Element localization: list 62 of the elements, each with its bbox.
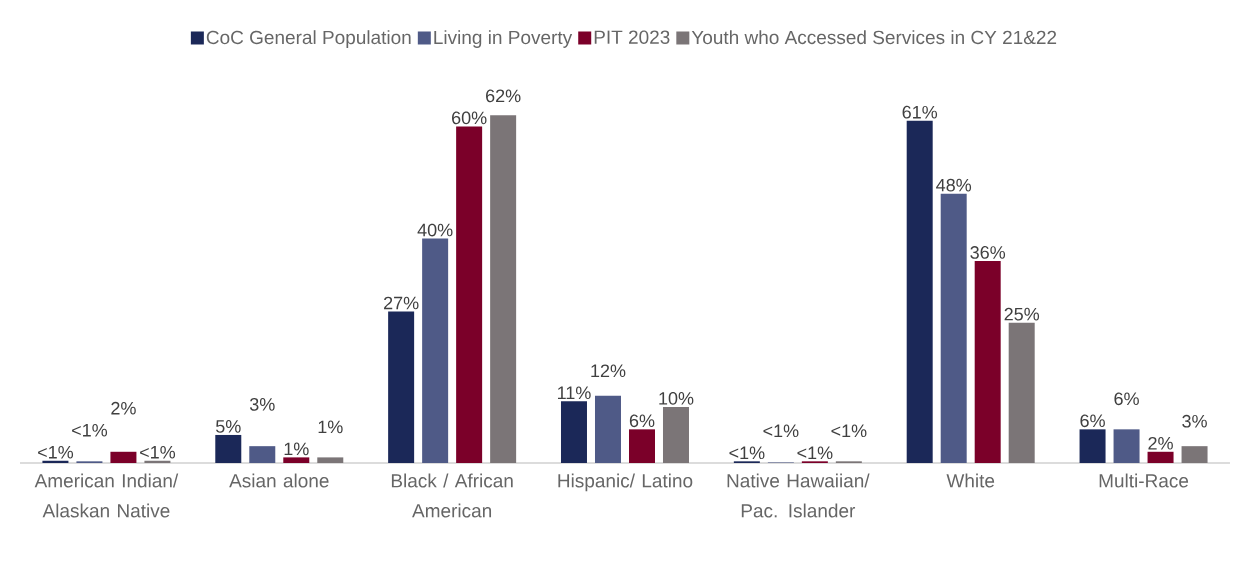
- x-tick-label: Multi-Race: [1099, 473, 1189, 488]
- data-label: 6%: [1080, 414, 1105, 428]
- bar: [1113, 429, 1140, 463]
- bar: [560, 401, 587, 463]
- legend-label: Youth who Accessed Services in CY 21&22: [691, 30, 1057, 45]
- data-label: 1%: [318, 420, 343, 434]
- data-label: 60%: [452, 111, 487, 125]
- data-label: <1%: [763, 424, 799, 438]
- bar: [456, 126, 483, 463]
- data-label: <1%: [38, 445, 74, 459]
- data-label: 61%: [902, 105, 938, 119]
- data-label: 48%: [936, 178, 972, 192]
- bar: [974, 261, 1001, 463]
- bar: [283, 457, 310, 463]
- data-label: 3%: [249, 398, 275, 411]
- bar: [1147, 451, 1174, 463]
- x-tick-label: Black / African American: [391, 473, 513, 518]
- bar: [215, 434, 242, 463]
- data-label: 2%: [1148, 436, 1173, 450]
- legend-label: CoC General Population: [206, 30, 411, 48]
- bar: [422, 238, 449, 463]
- bar: [490, 115, 517, 463]
- data-label: <1%: [72, 423, 108, 437]
- bar: [1181, 446, 1208, 463]
- bar: [110, 451, 137, 463]
- x-tick-label: Asian alone: [229, 473, 329, 488]
- data-label: 12%: [591, 364, 626, 378]
- data-label: <1%: [140, 445, 176, 459]
- data-label: 1%: [284, 442, 309, 456]
- data-label: 6%: [1114, 392, 1139, 406]
- bar: [628, 429, 655, 463]
- legend-label: PIT 2023: [594, 30, 670, 44]
- x-tick-label: American Indian/ Alaskan Native: [34, 473, 179, 518]
- data-label: 27%: [384, 296, 419, 310]
- x-tick-label: White: [946, 473, 995, 488]
- data-label: 2%: [111, 401, 136, 415]
- data-label: 40%: [417, 223, 453, 237]
- data-label: 25%: [1004, 307, 1040, 321]
- x-tick-label: Native Hawaiian/ Pac. Islander: [727, 473, 870, 518]
- bar: [317, 457, 344, 463]
- data-label: 10%: [659, 391, 694, 405]
- data-label: <1%: [797, 446, 833, 460]
- data-label: 62%: [486, 89, 521, 103]
- bar: [906, 120, 933, 463]
- bar: [662, 406, 689, 463]
- bar: [42, 460, 69, 463]
- data-label: 3%: [1182, 414, 1207, 428]
- bar: [249, 446, 276, 463]
- data-label: 36%: [970, 246, 1006, 259]
- bar: [594, 395, 621, 463]
- bar: [940, 193, 967, 463]
- data-label: <1%: [729, 446, 765, 460]
- bar: [1008, 322, 1035, 463]
- data-label: 6%: [629, 414, 655, 428]
- bar: [1079, 429, 1106, 463]
- data-label: 11%: [558, 386, 591, 400]
- bar: [388, 311, 415, 463]
- legend-label: Living in Poverty: [434, 30, 573, 48]
- bar: [144, 460, 171, 463]
- data-label: <1%: [831, 424, 867, 438]
- x-tick-label: Hispanic/ Latino: [558, 473, 693, 492]
- data-label: 5%: [216, 420, 241, 433]
